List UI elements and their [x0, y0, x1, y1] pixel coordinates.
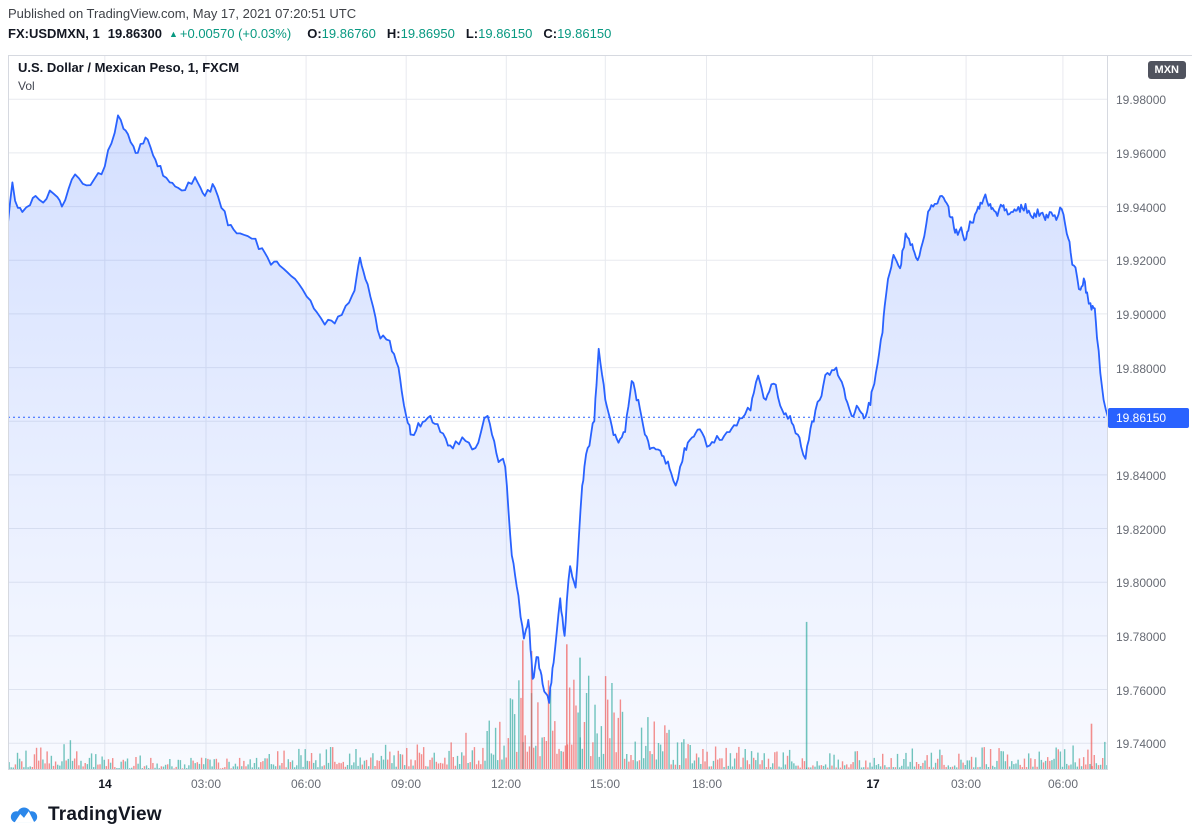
high-value: 19.86950 — [400, 26, 455, 41]
chart-frame: U.S. Dollar / Mexican Peso, 1, FXCM Vol … — [8, 55, 1192, 798]
high-label: H: — [386, 26, 401, 41]
chart-plot-area[interactable]: U.S. Dollar / Mexican Peso, 1, FXCM Vol — [8, 55, 1108, 770]
date-tick-label: 17 — [866, 777, 880, 791]
price-tick-label: 19.76000 — [1116, 684, 1167, 698]
time-axis[interactable]: 14 03:00 06:00 09:00 12:00 15:00 18:00 17 03:00 0… — [8, 770, 1108, 798]
price-tick-label: 19.90000 — [1116, 308, 1167, 322]
time-tick-label: 03:00 — [190, 777, 222, 791]
tradingview-wordmark[interactable]: TradingView — [48, 804, 162, 825]
open-value: 19.86760 — [321, 26, 376, 41]
low-value: 19.86150 — [478, 26, 533, 41]
time-tick-label: 09:00 — [390, 777, 422, 791]
footer: TradingView — [8, 804, 162, 826]
symbol-ohlc-bar: FX:USDMXN, 1 19.86300 ▲ +0.00570 (+0.03%) O:… — [8, 26, 622, 41]
ohlc-high: H:19.86950 — [387, 26, 455, 41]
price-tick-label: 19.82000 — [1116, 523, 1167, 537]
price-chart-svg — [8, 55, 1108, 770]
price-tick-label: 19.94000 — [1116, 201, 1167, 215]
price-tick-label: 19.84000 — [1116, 469, 1167, 483]
time-tick-label: 06:00 — [1047, 777, 1079, 791]
close-value: 19.86150 — [557, 26, 612, 41]
time-tick-label: 12:00 — [490, 777, 522, 791]
ohlc-low: L:19.86150 — [466, 26, 533, 41]
symbol-last-price: 19.86300 — [107, 26, 162, 41]
time-tick-label: 03:00 — [950, 777, 982, 791]
price-axis[interactable]: MXN 19.86150 19.98000 19.96000 19.94000 19.… — [1108, 55, 1192, 771]
published-line: Published on TradingView.com, May 17, 20… — [8, 6, 357, 21]
change-value: +0.00570 (+0.03%) — [179, 26, 292, 41]
time-tick-label: 15:00 — [589, 777, 621, 791]
price-tick-label: 19.74000 — [1116, 737, 1167, 751]
ohlc-close: C:19.86150 — [543, 26, 611, 41]
up-arrow-icon: ▲ — [168, 29, 178, 39]
price-tick-label: 19.92000 — [1116, 254, 1167, 268]
price-tick-label: 19.78000 — [1116, 630, 1167, 644]
time-tick-label: 06:00 — [290, 777, 322, 791]
price-tick-label: 19.88000 — [1116, 362, 1167, 376]
price-change: ▲ +0.00570 (+0.03%) — [169, 26, 291, 41]
ohlc-open: O:19.86760 — [307, 26, 376, 41]
date-tick-label: 14 — [98, 777, 112, 791]
open-label: O: — [307, 26, 322, 41]
currency-badge: MXN — [1147, 61, 1186, 79]
low-label: L: — [465, 26, 479, 41]
price-tick-label: 19.98000 — [1116, 93, 1167, 107]
price-tick-label: 19.96000 — [1116, 147, 1167, 161]
symbol-name: FX:USDMXN, 1 — [8, 26, 100, 41]
time-tick-label: 18:00 — [691, 777, 723, 791]
last-price-axis-label: 19.86150 — [1108, 408, 1189, 428]
price-tick-label: 19.80000 — [1116, 576, 1167, 590]
close-label: C: — [543, 26, 558, 41]
tradingview-logo-icon[interactable] — [8, 805, 40, 825]
